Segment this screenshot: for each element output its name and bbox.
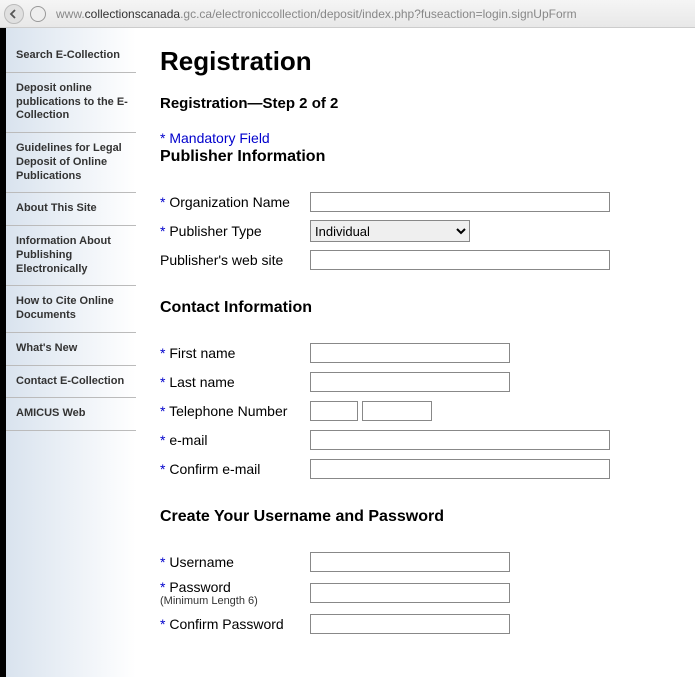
url-suffix: .gc.ca/electroniccollection/deposit/inde… [180, 7, 577, 21]
label-first-name: * First name [160, 345, 310, 361]
address-bar[interactable]: www.collectionscanada.gc.ca/electronicco… [52, 7, 691, 21]
globe-icon [30, 6, 46, 22]
sidebar-item-amicus[interactable]: AMICUS Web [6, 398, 136, 431]
section-account: Create Your Username and Password [160, 508, 675, 526]
label-pub-type: * Publisher Type [160, 223, 310, 239]
sidebar-item-cite[interactable]: How to Cite Online Documents [6, 286, 136, 333]
label-password: * Password(Minimum Length 6) [160, 579, 310, 607]
row-pub-site: Publisher's web site [160, 248, 675, 272]
row-password: * Password(Minimum Length 6) [160, 579, 675, 607]
input-password[interactable] [310, 583, 510, 603]
row-username: * Username [160, 550, 675, 574]
label-confirm-password: * Confirm Password [160, 616, 310, 632]
input-confirm-email[interactable] [310, 459, 610, 479]
sidebar: Search E-Collection Deposit online publi… [6, 28, 136, 677]
sidebar-item-search[interactable]: Search E-Collection [6, 40, 136, 73]
input-telephone-num[interactable] [362, 401, 432, 421]
input-org-name[interactable] [310, 192, 610, 212]
label-last-name: * Last name [160, 374, 310, 390]
sidebar-item-deposit[interactable]: Deposit online publications to the E-Col… [6, 73, 136, 133]
label-email: * e-mail [160, 432, 310, 448]
sidebar-item-whatsnew[interactable]: What's New [6, 333, 136, 366]
row-first-name: * First name [160, 341, 675, 365]
input-email[interactable] [310, 430, 610, 450]
row-telephone: * Telephone Number [160, 399, 675, 423]
input-last-name[interactable] [310, 372, 510, 392]
sidebar-item-guidelines[interactable]: Guidelines for Legal Deposit of Online P… [6, 133, 136, 193]
url-host: collectionscanada [85, 7, 180, 21]
input-username[interactable] [310, 552, 510, 572]
sidebar-item-about[interactable]: About This Site [6, 193, 136, 226]
sidebar-item-publishing-info[interactable]: Information About Publishing Electronica… [6, 226, 136, 286]
select-pub-type[interactable]: Individual [310, 220, 470, 242]
row-org-name: * Organization Name [160, 190, 675, 214]
row-last-name: * Last name [160, 370, 675, 394]
page-subtitle: Registration—Step 2 of 2 [160, 95, 675, 112]
row-email: * e-mail [160, 428, 675, 452]
sidebar-item-contact[interactable]: Contact E-Collection [6, 366, 136, 399]
section-contact: Contact Information [160, 299, 675, 317]
input-pub-site[interactable] [310, 250, 610, 270]
mandatory-note: * Mandatory Field [160, 130, 675, 146]
row-pub-type: * Publisher Type Individual [160, 219, 675, 243]
input-telephone-area[interactable] [310, 401, 358, 421]
page: Search E-Collection Deposit online publi… [0, 28, 695, 677]
row-confirm-password: * Confirm Password [160, 612, 675, 636]
page-title: Registration [160, 46, 675, 77]
input-first-name[interactable] [310, 343, 510, 363]
browser-toolbar: www.collectionscanada.gc.ca/electronicco… [0, 0, 695, 28]
label-telephone: * Telephone Number [160, 403, 310, 419]
label-pub-site: Publisher's web site [160, 252, 310, 268]
url-prefix: www. [56, 7, 85, 21]
label-confirm-email: * Confirm e-mail [160, 461, 310, 477]
row-confirm-email: * Confirm e-mail [160, 457, 675, 481]
label-org-name: * Organization Name [160, 194, 310, 210]
main-content: Registration Registration—Step 2 of 2 * … [136, 28, 695, 677]
back-button[interactable] [4, 4, 24, 24]
section-publisher: Publisher Information [160, 148, 675, 166]
input-confirm-password[interactable] [310, 614, 510, 634]
label-username: * Username [160, 554, 310, 570]
